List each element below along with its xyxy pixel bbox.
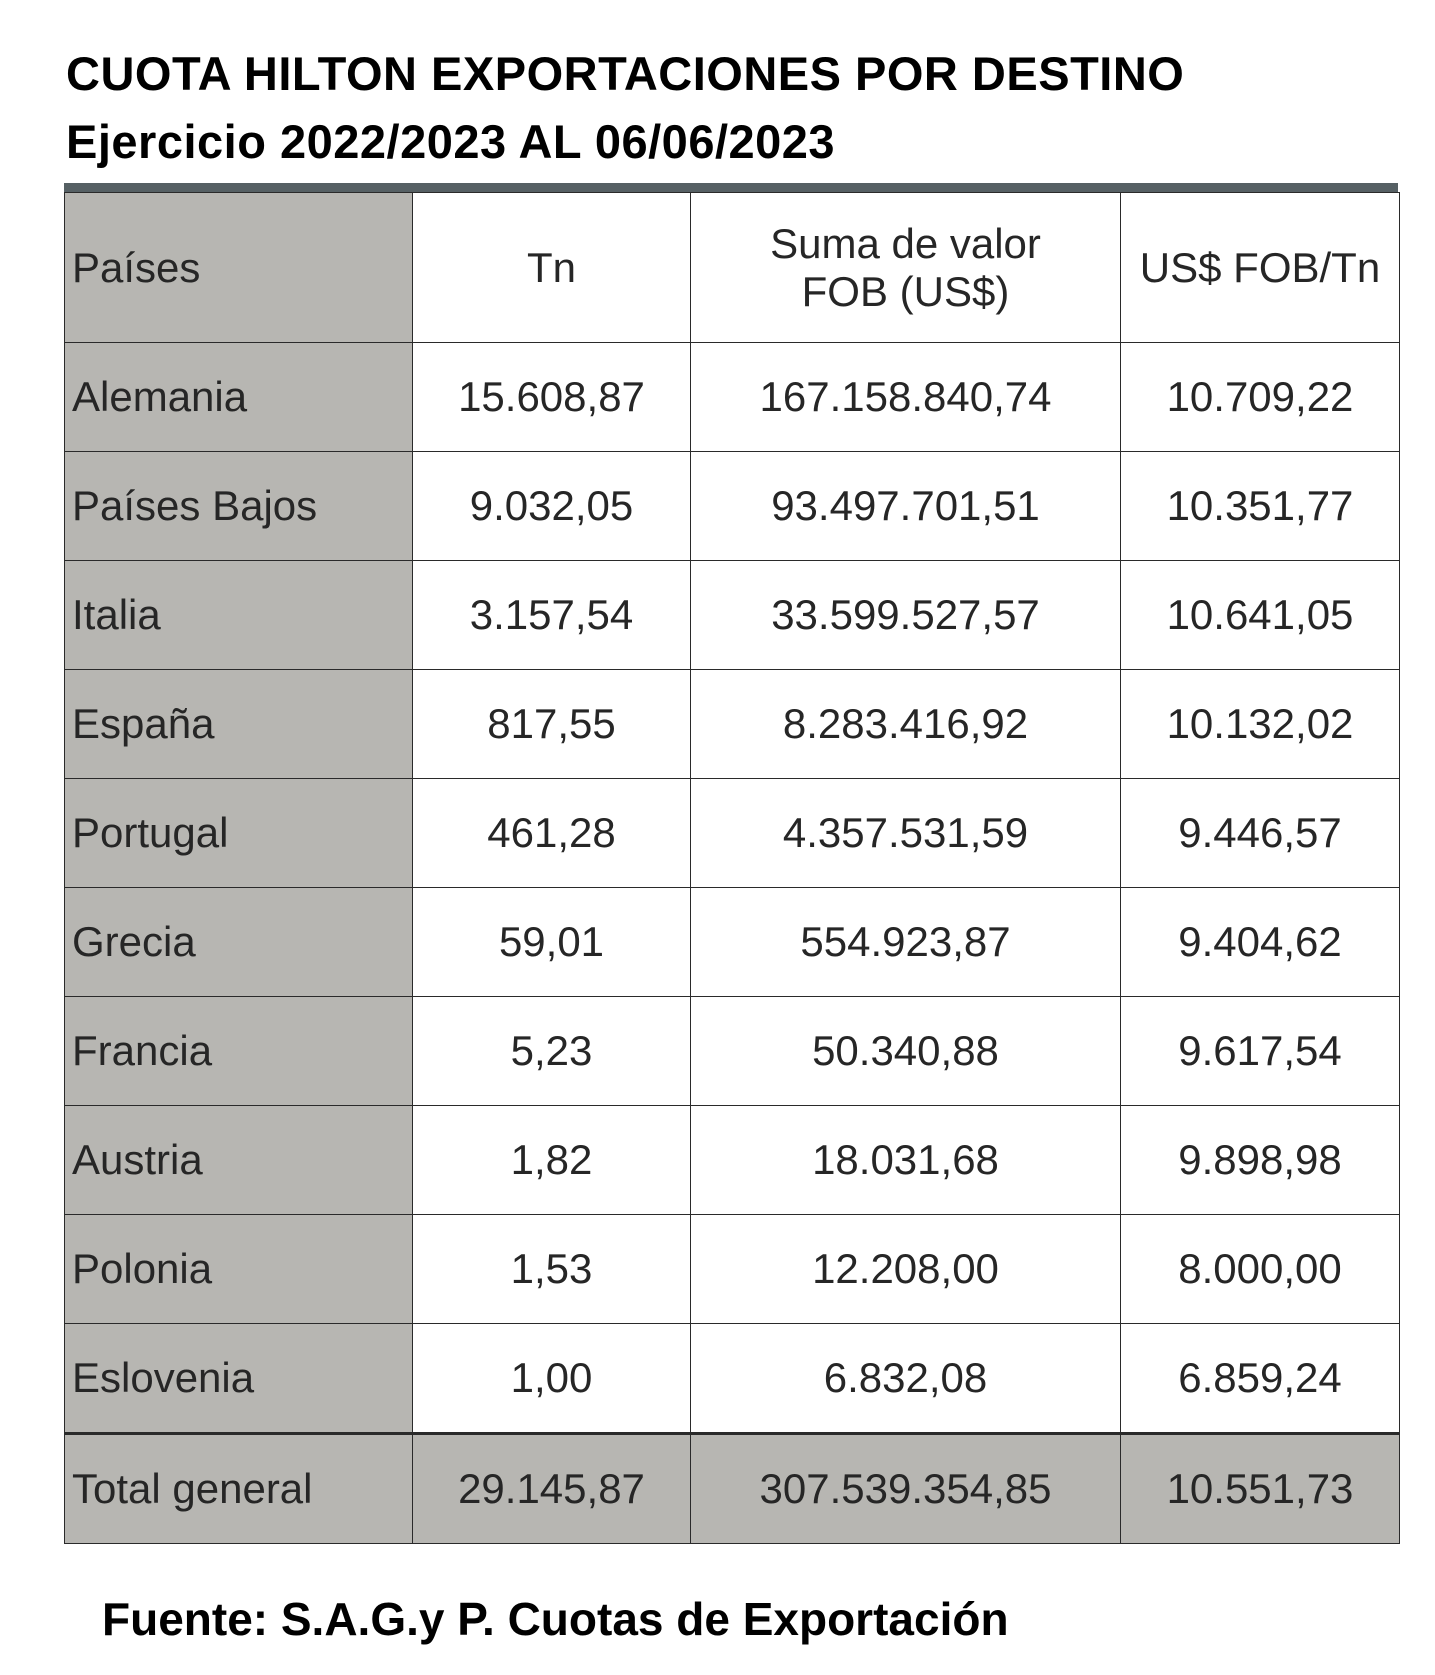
cell-tn: 1,00 (412, 1323, 691, 1434)
cell-fob-value: 93.497.701,51 (690, 451, 1121, 561)
table-row: Austria 1,82 18.031,68 9.898,98 (64, 1105, 1400, 1215)
cell-fob-value: 554.923,87 (690, 887, 1121, 997)
page-subtitle: Ejercicio 2022/2023 AL 06/06/2023 (66, 115, 836, 168)
header-tn: Tn (412, 192, 691, 343)
exports-table: Países Tn Suma de valor FOB (US$) US$ FO… (64, 192, 1400, 1544)
cell-fob-per-tn: 6.859,24 (1120, 1323, 1400, 1434)
cell-country: Polonia (64, 1214, 413, 1324)
table-header-row: Países Tn Suma de valor FOB (US$) US$ FO… (64, 192, 1400, 343)
cell-country: Grecia (64, 887, 413, 997)
cell-fob-per-tn: 10.709,22 (1120, 342, 1400, 452)
cell-fob-value: 4.357.531,59 (690, 778, 1121, 888)
cell-fob-value: 167.158.840,74 (690, 342, 1121, 452)
cell-country: Francia (64, 996, 413, 1106)
header-paises: Países (64, 192, 413, 343)
cell-fob-value: 12.208,00 (690, 1214, 1121, 1324)
cell-country: España (64, 669, 413, 779)
page-title: CUOTA HILTON EXPORTACIONES POR DESTINO (66, 47, 1185, 100)
header-fob-label: Suma de valor FOB (US$) (770, 219, 1041, 315)
source-note: Fuente: S.A.G.y P. Cuotas de Exportación (102, 1593, 1009, 1645)
cell-country: Eslovenia (64, 1323, 413, 1434)
cell-country: Portugal (64, 778, 413, 888)
cell-tn: 1,53 (412, 1214, 691, 1324)
header-fob-per-tn: US$ FOB/Tn (1120, 192, 1400, 343)
table-header-band (64, 183, 1398, 192)
cell-tn: 59,01 (412, 887, 691, 997)
cell-tn: 3.157,54 (412, 560, 691, 670)
cell-fob-per-tn: 9.617,54 (1120, 996, 1400, 1106)
cell-tn: 817,55 (412, 669, 691, 779)
table-row: Portugal 461,28 4.357.531,59 9.446,57 (64, 778, 1400, 888)
table-row: Eslovenia 1,00 6.832,08 6.859,24 (64, 1323, 1400, 1434)
cell-fob-value: 50.340,88 (690, 996, 1121, 1106)
cell-fob-per-tn: 10.641,05 (1120, 560, 1400, 670)
table-row: España 817,55 8.283.416,92 10.132,02 (64, 669, 1400, 779)
table-row: Países Bajos 9.032,05 93.497.701,51 10.351,… (64, 451, 1400, 561)
header-fob: Suma de valor FOB (US$) (690, 192, 1121, 343)
cell-tn: 15.608,87 (412, 342, 691, 452)
cell-fob-per-tn: 10.351,77 (1120, 451, 1400, 561)
cell-tn: 461,28 (412, 778, 691, 888)
cell-country: Italia (64, 560, 413, 670)
cell-fob-per-tn: 10.132,02 (1120, 669, 1400, 779)
cell-tn: 1,82 (412, 1105, 691, 1215)
cell-fob-value: 33.599.527,57 (690, 560, 1121, 670)
table-row: Polonia 1,53 12.208,00 8.000,00 (64, 1214, 1400, 1324)
cell-country: Total general (64, 1432, 413, 1544)
table-row: Francia 5,23 50.340,88 9.617,54 (64, 996, 1400, 1106)
cell-tn: 9.032,05 (412, 451, 691, 561)
cell-fob-value: 18.031,68 (690, 1105, 1121, 1215)
table-row: Grecia 59,01 554.923,87 9.404,62 (64, 887, 1400, 997)
cell-fob-per-tn: 9.898,98 (1120, 1105, 1400, 1215)
cell-fob-per-tn: 10.551,73 (1120, 1432, 1400, 1544)
cell-fob-per-tn: 9.404,62 (1120, 887, 1400, 997)
cell-country: Alemania (64, 342, 413, 452)
cell-fob-per-tn: 8.000,00 (1120, 1214, 1400, 1324)
cell-tn: 29.145,87 (412, 1432, 691, 1544)
table-row: Alemania 15.608,87 167.158.840,74 10.709,22 (64, 342, 1400, 452)
cell-fob-value: 6.832,08 (690, 1323, 1121, 1434)
cell-fob-per-tn: 9.446,57 (1120, 778, 1400, 888)
cell-country: Países Bajos (64, 451, 413, 561)
cell-fob-value: 8.283.416,92 (690, 669, 1121, 779)
total-row: Total general 29.145,87 307.539.354,85 10.5… (64, 1432, 1400, 1544)
cell-country: Austria (64, 1105, 413, 1215)
cell-tn: 5,23 (412, 996, 691, 1106)
cell-fob-value: 307.539.354,85 (690, 1432, 1121, 1544)
table-row: Italia 3.157,54 33.599.527,57 10.641,05 (64, 560, 1400, 670)
